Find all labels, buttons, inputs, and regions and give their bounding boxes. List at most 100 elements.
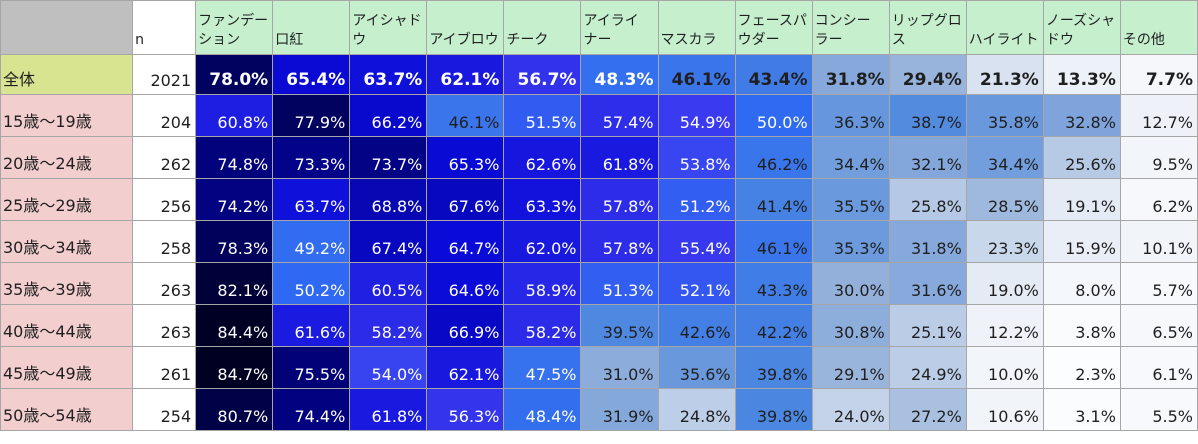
heatmap-cell: 67.6% <box>426 178 505 221</box>
heatmap-cell: 63.3% <box>503 178 582 221</box>
heatmap-cell: 46.1% <box>734 220 813 263</box>
heatmap-cell: 35.6% <box>657 346 736 389</box>
heatmap-cell: 35.3% <box>811 220 890 263</box>
heatmap-cell: 62.6% <box>503 136 582 179</box>
heatmap-cell: 63.7% <box>272 178 351 221</box>
heatmap-cell: 35.5% <box>811 178 890 221</box>
corner-cell <box>0 0 134 55</box>
heatmap-cell: 31.6% <box>888 262 967 305</box>
heatmap-cell: 82.1% <box>195 262 274 305</box>
column-header: チーク <box>503 0 582 55</box>
heatmap-cell: 74.4% <box>272 388 351 431</box>
column-header-line: ドウ <box>1045 32 1074 48</box>
column-header-line: ウダー <box>737 32 780 48</box>
heatmap-cell: 78.3% <box>195 220 274 263</box>
heatmap-cell: 61.8% <box>349 388 428 431</box>
column-header-line: ナー <box>583 32 612 48</box>
row-label: 40歳〜44歳 <box>0 304 134 347</box>
column-header: ノーズシャ ドウ <box>1042 0 1121 55</box>
heatmap-cell: 58.9% <box>503 262 582 305</box>
heatmap-cell: 28.5% <box>965 178 1044 221</box>
heatmap-cell: 32.1% <box>888 136 967 179</box>
row-label: 20歳〜24歳 <box>0 136 134 179</box>
heatmap-cell: 65.3% <box>426 136 505 179</box>
sample-size-cell: 254 <box>132 388 197 431</box>
sample-size-cell: 261 <box>132 346 197 389</box>
heatmap-cell: 74.8% <box>195 136 274 179</box>
column-header-line: ハイライト <box>968 32 1039 48</box>
heatmap-cell: 60.8% <box>195 94 274 137</box>
heatmap-cell: 36.3% <box>811 94 890 137</box>
heatmap-cell: 64.7% <box>426 220 505 263</box>
heatmap-cell: 24.9% <box>888 346 967 389</box>
row-label: 50歳〜54歳 <box>0 388 134 431</box>
table-row: 40歳〜44歳 263 84.4% 61.6% 58.2% 66.9% 58.2% 39.5%… <box>0 304 1198 347</box>
table-row: 20歳〜24歳 262 74.8% 73.3% 73.7% 65.3% 62.6% 61.8%… <box>0 136 1198 179</box>
heatmap-cell: 62.0% <box>503 220 582 263</box>
heatmap-cell: 3.1% <box>1042 388 1121 431</box>
heatmap-cell: 39.5% <box>580 304 659 347</box>
heatmap-cell: 21.3% <box>965 54 1044 95</box>
heatmap-cell: 25.6% <box>1042 136 1121 179</box>
heatmap-cell: 46.2% <box>734 136 813 179</box>
column-header: ハイライト <box>965 0 1044 55</box>
sample-size-cell: 258 <box>132 220 197 263</box>
total-row: 全体 2021 78.0% 65.4% 63.7% 62.1% 56.7% 48.3% 46.1… <box>0 54 1198 95</box>
heatmap-cell: 61.6% <box>272 304 351 347</box>
heatmap-cell: 56.7% <box>503 54 582 95</box>
heatmap-cell: 78.0% <box>195 54 274 95</box>
sample-size-cell: 204 <box>132 94 197 137</box>
heatmap-cell: 50.2% <box>272 262 351 305</box>
heatmap-cell: 43.4% <box>734 54 813 95</box>
heatmap-cell: 49.2% <box>272 220 351 263</box>
heatmap-cell: 38.7% <box>888 94 967 137</box>
heatmap-cell: 5.5% <box>1119 388 1198 431</box>
heatmap-cell: 10.6% <box>965 388 1044 431</box>
heatmap-cell: 6.2% <box>1119 178 1198 221</box>
heatmap-cell: 10.0% <box>965 346 1044 389</box>
heatmap-cell: 10.1% <box>1119 220 1198 263</box>
heatmap-cell: 54.0% <box>349 346 428 389</box>
heatmap-cell: 56.3% <box>426 388 505 431</box>
heatmap-cell: 12.7% <box>1119 94 1198 137</box>
column-header: ファンデー ション <box>195 0 274 55</box>
heatmap-cell: 9.5% <box>1119 136 1198 179</box>
column-header-line: その他 <box>1122 32 1165 48</box>
column-header-line: ション <box>198 32 241 48</box>
heatmap-cell: 24.0% <box>811 388 890 431</box>
column-header-line: ファンデー <box>198 13 269 29</box>
heatmap-cell: 30.8% <box>811 304 890 347</box>
heatmap-cell: 23.3% <box>965 220 1044 263</box>
column-header-line: ウ <box>352 32 367 48</box>
row-label: 15歳〜19歳 <box>0 94 134 137</box>
heatmap-cell: 50.0% <box>734 94 813 137</box>
table-row: 45歳〜49歳 261 84.7% 75.5% 54.0% 62.1% 47.5% 31.0%… <box>0 346 1198 389</box>
table-row: 15歳〜19歳 204 60.8% 77.9% 66.2% 46.1% 51.5% 57.4%… <box>0 94 1198 137</box>
column-header-line: コンシー <box>814 13 871 29</box>
heatmap-cell: 39.8% <box>734 388 813 431</box>
column-header: アイブロウ <box>426 0 505 55</box>
column-header-line: 口紅 <box>275 32 304 48</box>
heatmap-cell: 60.5% <box>349 262 428 305</box>
heatmap-cell: 24.8% <box>657 388 736 431</box>
heatmap-cell: 3.8% <box>1042 304 1121 347</box>
heatmap-cell: 57.4% <box>580 94 659 137</box>
heatmap-cell: 32.8% <box>1042 94 1121 137</box>
heatmap-cell: 51.2% <box>657 178 736 221</box>
heatmap-cell: 52.1% <box>657 262 736 305</box>
sample-size-cell: 256 <box>132 178 197 221</box>
sample-size-cell: 2021 <box>132 54 197 95</box>
row-label: 35歳〜39歳 <box>0 262 134 305</box>
heatmap-cell: 74.2% <box>195 178 274 221</box>
heatmap-cell: 25.1% <box>888 304 967 347</box>
heatmap-cell: 34.4% <box>811 136 890 179</box>
heatmap-cell: 58.2% <box>349 304 428 347</box>
heatmap-cell: 42.2% <box>734 304 813 347</box>
heatmap-cell: 13.3% <box>1042 54 1121 95</box>
heatmap-cell: 57.8% <box>580 178 659 221</box>
heatmap-cell: 48.4% <box>503 388 582 431</box>
heatmap-cell: 42.6% <box>657 304 736 347</box>
table-row: 30歳〜34歳 258 78.3% 49.2% 67.4% 64.7% 62.0% 57.8%… <box>0 220 1198 263</box>
column-header: コンシー ラー <box>811 0 890 55</box>
sample-size-cell: 262 <box>132 136 197 179</box>
